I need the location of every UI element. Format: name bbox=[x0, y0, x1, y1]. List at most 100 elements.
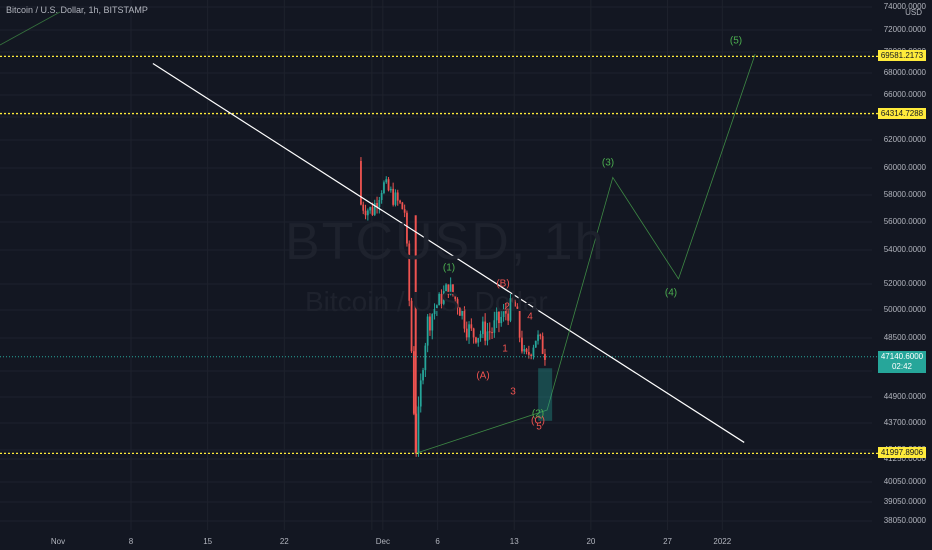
symbol-title[interactable]: Bitcoin / U.S. Dollar, 1h, BITSTAMP bbox=[6, 5, 148, 15]
watermark-name: Bitcoin / U.S. Dollar bbox=[305, 286, 548, 317]
candle-body bbox=[373, 203, 376, 215]
candle-body bbox=[491, 332, 493, 334]
candle-body bbox=[403, 209, 406, 213]
candle-body bbox=[463, 309, 466, 329]
price-tick: 56000.0000 bbox=[883, 217, 926, 226]
price-tick: 54000.0000 bbox=[883, 245, 926, 254]
elliott-projection-path bbox=[415, 53, 756, 454]
price-tick: 74000.0000 bbox=[883, 2, 926, 11]
current-price-label: 47140.6000 02:42 bbox=[878, 350, 926, 373]
candle-body bbox=[495, 311, 498, 321]
candle-body bbox=[523, 349, 526, 352]
candles bbox=[360, 157, 546, 457]
candle-body bbox=[422, 370, 424, 381]
price-tick: 68000.0000 bbox=[883, 68, 926, 77]
candle-body bbox=[507, 313, 510, 321]
candle-body bbox=[477, 338, 480, 343]
candle-body bbox=[366, 210, 369, 216]
wave-label-red: 1 bbox=[502, 343, 508, 355]
candle-body bbox=[360, 161, 362, 205]
candle-body bbox=[465, 328, 468, 338]
candle-body bbox=[431, 314, 434, 331]
candle-body bbox=[383, 182, 385, 194]
level-label-middle: 64314.7288 bbox=[878, 107, 926, 119]
wave-label-red: (C) bbox=[531, 415, 545, 427]
candle-body bbox=[362, 204, 365, 211]
candle-body bbox=[447, 284, 450, 295]
candle-body bbox=[504, 309, 507, 314]
candle-body bbox=[530, 354, 533, 356]
wave-label-green: (4) bbox=[664, 287, 678, 299]
date-tick: 8 bbox=[128, 537, 134, 546]
candle-body bbox=[371, 207, 374, 215]
price-tick: 52000.0000 bbox=[883, 279, 926, 288]
candle-body bbox=[486, 331, 489, 341]
date-tick: 27 bbox=[663, 537, 672, 546]
price-tick: 50000.0000 bbox=[883, 305, 926, 314]
candle-body bbox=[380, 193, 383, 200]
candle-body bbox=[500, 316, 503, 324]
candle-body bbox=[479, 334, 482, 339]
candle-body bbox=[412, 351, 415, 414]
candle-body bbox=[481, 321, 484, 335]
candle-body bbox=[406, 212, 408, 244]
wave-label-red: 2 bbox=[504, 301, 510, 313]
wave-label-red: 5 bbox=[536, 421, 542, 433]
date-tick: 20 bbox=[586, 537, 596, 546]
price-tick: 62000.0000 bbox=[883, 135, 926, 144]
wave-label-red: (A) bbox=[476, 370, 490, 382]
price-tick: 43700.0000 bbox=[883, 418, 926, 427]
candle-body bbox=[394, 192, 397, 205]
date-tick: 13 bbox=[509, 537, 519, 546]
candle-body bbox=[378, 199, 381, 208]
candle-body bbox=[498, 311, 500, 324]
projection-line-prior bbox=[0, 11, 61, 46]
candle-body bbox=[449, 284, 452, 295]
candle-body bbox=[514, 301, 516, 307]
price-tick: 44900.0000 bbox=[883, 392, 926, 401]
level-label-bottom: 41997.8906 bbox=[878, 447, 926, 459]
wave-label-green: (3) bbox=[601, 157, 615, 169]
price-tick: 38050.0000 bbox=[883, 516, 926, 525]
candle-body bbox=[440, 293, 443, 304]
bar-countdown: 02:42 bbox=[891, 361, 913, 371]
candle-body bbox=[518, 308, 521, 338]
descending-trendline bbox=[152, 63, 745, 443]
wave-label-red: (B) bbox=[496, 278, 510, 290]
price-tick: 72000.0000 bbox=[883, 25, 926, 34]
candle-body bbox=[419, 380, 422, 407]
candle-body bbox=[484, 321, 487, 341]
date-tick: 22 bbox=[279, 537, 289, 546]
candle-body bbox=[408, 243, 411, 301]
candle-body bbox=[376, 203, 378, 208]
candle-body bbox=[438, 293, 441, 306]
candle-body bbox=[401, 202, 404, 210]
candle-body bbox=[385, 179, 388, 183]
currency-label: USD bbox=[905, 8, 922, 17]
candle-body bbox=[468, 324, 470, 338]
candle-body bbox=[399, 200, 401, 203]
wave-label-red: 3 bbox=[510, 386, 516, 398]
wave-label-red: 4 bbox=[527, 311, 533, 323]
candle-body bbox=[392, 188, 395, 205]
watermark-symbol: BTCUSD, 1h bbox=[285, 213, 606, 271]
candle-body bbox=[410, 300, 413, 352]
candle-body bbox=[424, 345, 427, 371]
candle-body bbox=[417, 406, 420, 454]
date-tick: 6 bbox=[435, 537, 440, 546]
candle-body bbox=[488, 331, 491, 333]
candle-body bbox=[461, 309, 464, 316]
price-tick: 39050.0000 bbox=[883, 497, 926, 506]
chart-grid bbox=[0, 0, 872, 530]
candle-body bbox=[502, 309, 505, 317]
candle-body bbox=[456, 299, 459, 309]
candle-body bbox=[433, 309, 436, 315]
price-tick: 66000.0000 bbox=[883, 90, 926, 99]
current-price-value: 47140.6000 bbox=[880, 351, 924, 361]
candle-body bbox=[539, 334, 542, 337]
candle-body bbox=[396, 192, 399, 201]
candle-body bbox=[544, 353, 546, 360]
candle-body bbox=[445, 284, 447, 292]
candle-body bbox=[452, 284, 454, 295]
